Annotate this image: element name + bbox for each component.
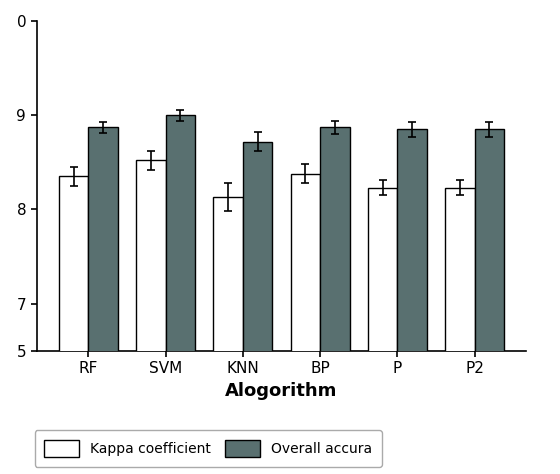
Bar [445, 188, 475, 474]
Bar [291, 173, 320, 474]
Bar [88, 128, 118, 474]
Bar [243, 142, 272, 474]
Bar [213, 197, 243, 474]
X-axis label: Alogorithm: Alogorithm [225, 382, 338, 400]
Legend: Kappa coefficient, Overall accura: Kappa coefficient, Overall accura [35, 430, 381, 466]
Bar [136, 160, 166, 474]
Bar [166, 115, 195, 474]
Bar [320, 128, 349, 474]
Bar [475, 129, 504, 474]
Bar [398, 129, 427, 474]
Bar [59, 176, 88, 474]
Bar [368, 188, 398, 474]
